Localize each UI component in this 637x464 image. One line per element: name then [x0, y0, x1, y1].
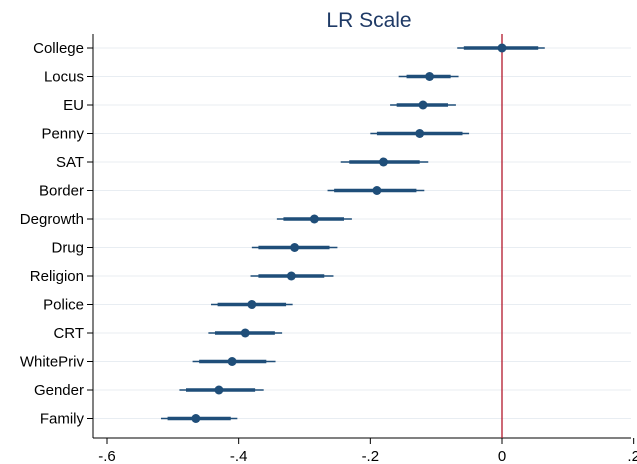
point-estimate: [309, 214, 319, 224]
point-estimate: [497, 43, 507, 53]
category-label: Police: [43, 297, 84, 314]
chart-title: LR Scale: [326, 9, 411, 32]
category-label: Religion: [30, 268, 84, 285]
category-label: Family: [40, 411, 85, 428]
point-estimate: [286, 271, 296, 281]
point-estimate: [290, 243, 300, 252]
category-label: SAT: [56, 154, 84, 171]
category-label: Gender: [34, 382, 84, 399]
x-tick-label: -.6: [98, 448, 116, 464]
category-label: WhitePriv: [20, 354, 85, 371]
category-label: Border: [39, 183, 84, 200]
point-estimate: [191, 414, 201, 423]
category-label: CRT: [53, 325, 84, 342]
point-estimate: [214, 385, 224, 395]
point-estimate: [379, 157, 388, 167]
point-estimate: [240, 328, 250, 338]
x-tick-label: -.4: [230, 448, 248, 464]
point-estimate: [418, 100, 428, 110]
x-tick-label: -.2: [362, 448, 380, 464]
category-label: Penny: [41, 126, 84, 143]
point-estimate: [415, 129, 425, 138]
category-label: Degrowth: [20, 211, 84, 228]
category-label: Locus: [44, 69, 84, 86]
category-label: College: [33, 40, 84, 57]
category-label: EU: [63, 97, 84, 114]
x-tick-label: 0: [498, 448, 506, 464]
category-label: Drug: [51, 240, 84, 257]
point-estimate: [247, 300, 257, 309]
point-estimate: [227, 357, 237, 366]
point-estimate: [425, 72, 435, 81]
point-estimate: [372, 186, 382, 195]
x-tick-label: .2: [627, 448, 637, 464]
